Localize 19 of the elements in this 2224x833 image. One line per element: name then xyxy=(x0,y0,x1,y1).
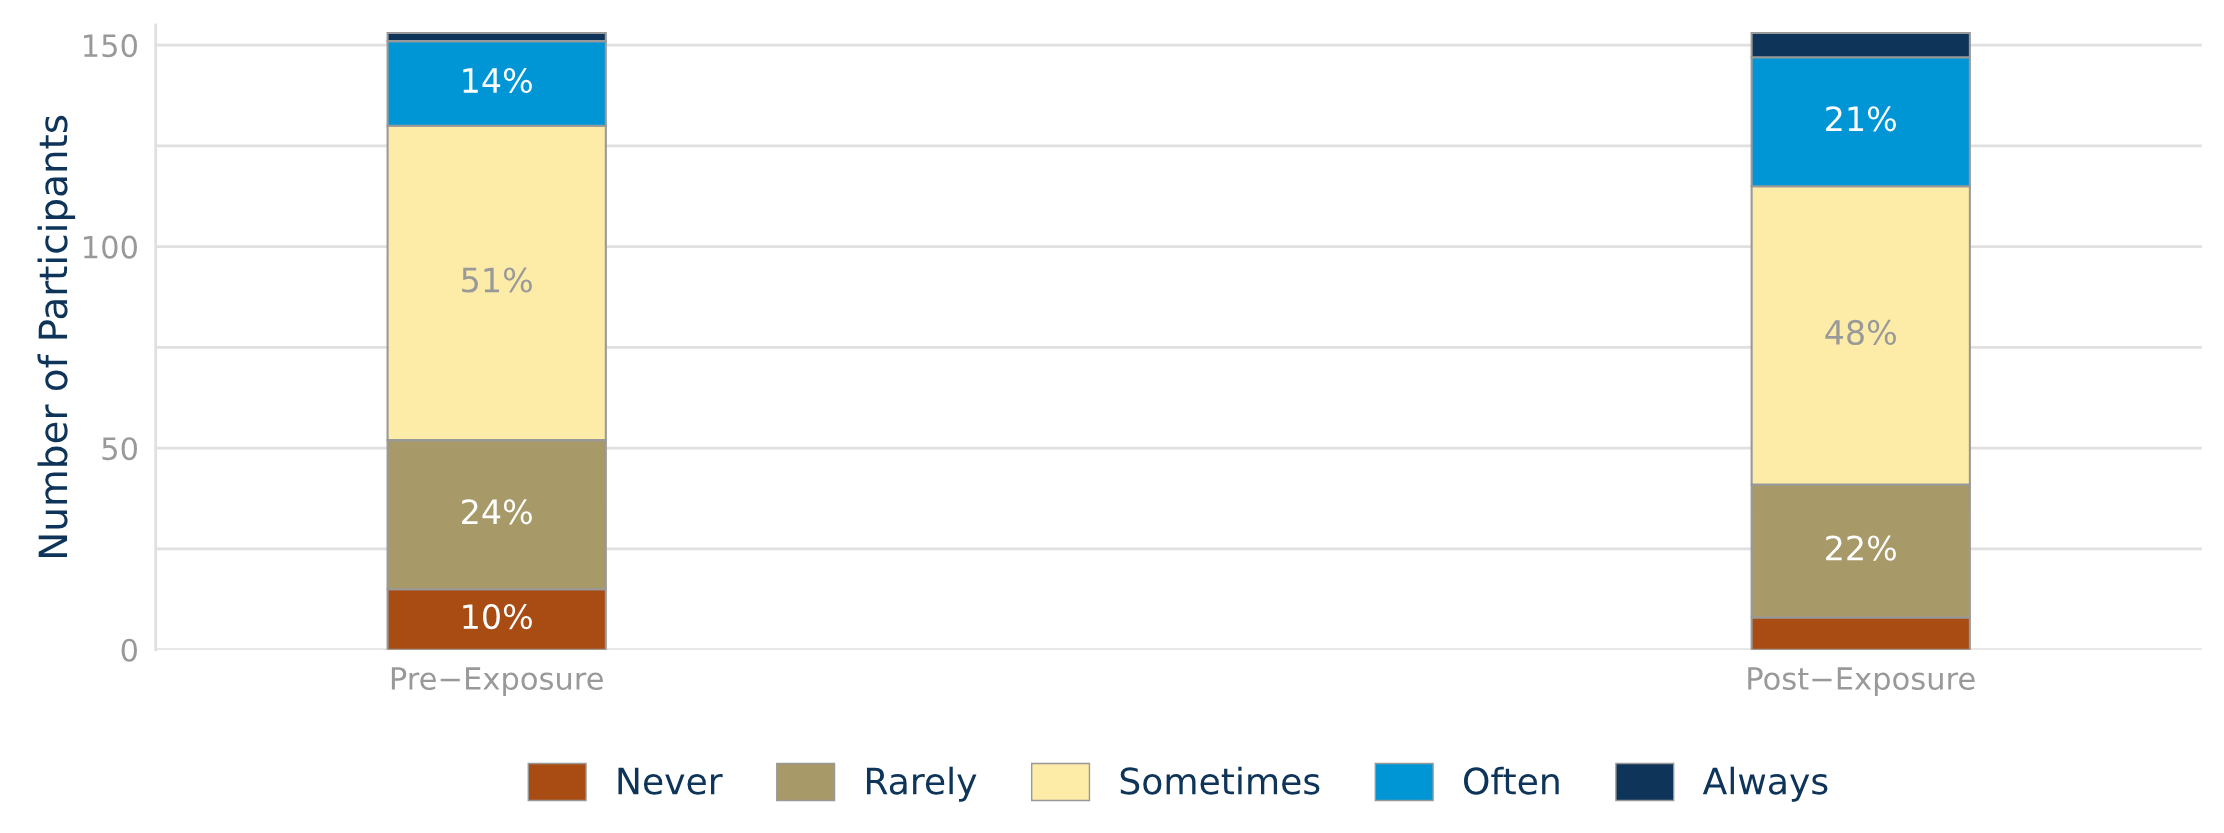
annotation: 14% xyxy=(463,67,532,94)
y-tick-label: 150 xyxy=(84,34,137,58)
y-tick-label: 50 xyxy=(102,437,137,461)
y-axis-title: Number of Participants xyxy=(37,115,76,557)
y-tick-label: 0 xyxy=(121,638,137,662)
annotation: 48% xyxy=(1825,319,1896,346)
annotation: 22% xyxy=(1826,535,1896,561)
annotation: 24% xyxy=(462,499,532,525)
legend-label: Rarely xyxy=(866,766,977,802)
x-tick-label: Pre−Exposure xyxy=(391,667,603,696)
y-tick-label: 100 xyxy=(84,235,137,259)
legend-label: Often xyxy=(1464,766,1559,795)
legend-label: Sometimes xyxy=(1120,766,1320,795)
x-tick-label: Post−Exposure xyxy=(1748,667,1975,696)
annotation: 51% xyxy=(462,267,532,293)
legend-label: Never xyxy=(618,767,723,795)
annotation: 21% xyxy=(1826,106,1896,132)
annotation: 10% xyxy=(463,603,532,630)
legend-label: Always xyxy=(1702,766,1828,802)
